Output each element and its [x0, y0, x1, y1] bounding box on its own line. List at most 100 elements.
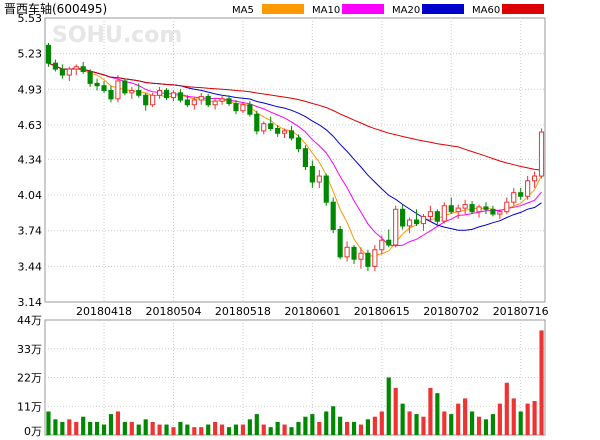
candle-body — [66, 68, 72, 76]
volume-bar — [386, 377, 391, 435]
price-tick-label: 3.44 — [18, 260, 43, 273]
volume-tick-label: 44万 — [17, 314, 42, 327]
volume-bar — [518, 411, 523, 435]
volume-bar — [476, 416, 482, 435]
candle-body — [420, 215, 427, 225]
volume-bar — [393, 387, 398, 435]
volume-bar — [407, 411, 412, 435]
volume-bar — [324, 411, 329, 435]
volume-bar — [463, 398, 468, 435]
ma-line-ma60 — [48, 62, 542, 171]
candle-body — [150, 94, 156, 106]
ma-legend: MA5 MA10 MA20 MA60 — [232, 4, 544, 16]
volume-bar — [164, 424, 169, 435]
volume-bar — [351, 421, 357, 435]
candle-body — [344, 246, 350, 258]
volume-bar — [95, 421, 100, 435]
candle-body — [226, 98, 232, 105]
candle-body — [316, 175, 322, 183]
price-tick-label: 3.74 — [18, 225, 43, 238]
price-panel-frame — [44, 17, 546, 303]
volume-bar — [497, 403, 502, 435]
candle-body — [469, 204, 475, 213]
volume-bar — [310, 414, 315, 435]
legend-swatch-ma60 — [502, 4, 544, 14]
volume-bar — [150, 421, 155, 435]
price-tick-label: 4.93 — [18, 83, 43, 96]
candle-body — [538, 131, 545, 177]
candle-body — [219, 98, 225, 102]
legend-label-ma60: MA60 — [472, 5, 500, 16]
candle-body — [365, 252, 371, 267]
volume-bar — [532, 401, 537, 435]
candle-body — [490, 208, 496, 215]
volume-bar — [108, 414, 114, 435]
volume-bar — [504, 382, 509, 435]
volume-bar — [261, 424, 266, 435]
volume-bar — [233, 424, 239, 435]
candle-body — [393, 208, 399, 246]
candle-body — [45, 44, 52, 64]
candle-body — [101, 85, 107, 91]
candle-body — [240, 104, 246, 112]
volume-bar — [206, 424, 211, 435]
volume-bar — [46, 411, 51, 435]
price-tick-label: 4.34 — [18, 153, 43, 166]
candle-body — [254, 113, 260, 132]
candle-body — [532, 175, 538, 182]
volume-bar — [421, 416, 426, 435]
volume-bar — [345, 421, 350, 435]
volume-bar — [365, 419, 370, 435]
legend-label-ma5: MA5 — [232, 5, 254, 16]
volume-bar — [74, 421, 79, 435]
candle-body — [302, 148, 309, 168]
volume-bar — [268, 427, 273, 435]
volume-bar — [240, 424, 245, 435]
candle-body — [497, 211, 503, 215]
legend-label-ma10: MA10 — [312, 5, 340, 16]
volume-bar — [157, 424, 162, 435]
volume-bar — [282, 424, 287, 435]
volume-bar — [511, 398, 516, 435]
candle-body — [198, 95, 204, 101]
candle-body — [518, 192, 524, 197]
candle-body — [448, 205, 454, 213]
candle-body — [170, 92, 177, 99]
candle-body — [247, 104, 253, 115]
candle-body — [427, 211, 434, 217]
volume-bar — [143, 419, 148, 435]
candle-body — [191, 99, 197, 106]
sohu-watermark: SOHU.com — [52, 23, 182, 48]
volume-bar — [372, 416, 377, 435]
volume-bar — [490, 414, 495, 435]
volume-bar — [88, 421, 93, 435]
volume-bar — [470, 411, 475, 435]
candle-body — [288, 130, 295, 139]
volume-bar — [67, 419, 72, 435]
volume-bar — [213, 421, 218, 435]
candle-body — [275, 128, 281, 134]
volume-tick-label: 11万 — [17, 400, 42, 413]
candle-body — [455, 207, 461, 213]
volume-bar — [220, 424, 225, 435]
candle-body — [115, 80, 121, 100]
volume-tick-label: 22万 — [17, 372, 42, 385]
date-label: 20180418 — [76, 305, 132, 318]
candle-body — [309, 166, 315, 183]
volume-bar — [525, 403, 530, 435]
candle-body — [122, 80, 128, 94]
legend-swatch-ma10 — [342, 4, 384, 14]
volume-bar — [331, 406, 336, 435]
candle-body — [87, 70, 93, 84]
volume-bar — [192, 427, 197, 435]
legend-swatch-ma5 — [262, 4, 304, 14]
price-tick-label: 3.14 — [18, 296, 43, 309]
price-tick-label: 5.53 — [18, 12, 43, 25]
candle-body — [386, 239, 392, 246]
candle-body — [462, 204, 468, 209]
volume-bar — [338, 416, 343, 435]
candle-body — [157, 89, 163, 96]
candle-body — [476, 206, 482, 213]
candle-body — [525, 180, 531, 197]
